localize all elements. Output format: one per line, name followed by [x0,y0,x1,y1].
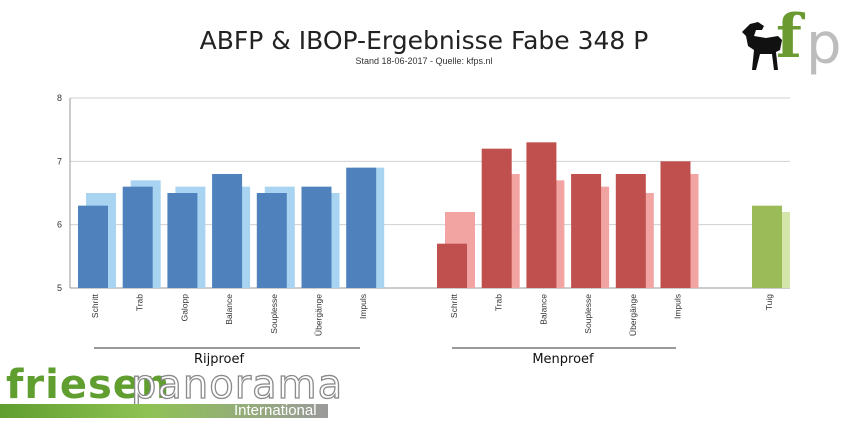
brand-friesen: friesen [6,362,171,408]
bar-primary [752,205,782,288]
x-tick-label: Impuls [673,294,683,319]
x-tick-label: Impuls [358,294,368,319]
bar-primary [167,193,198,288]
x-tick-label: Übergänge [314,294,324,336]
brand-international: International [234,402,317,419]
group-label: Rijproef [194,352,245,367]
brand-bar [0,404,328,418]
bar-primary [615,174,646,288]
bar-primary [212,174,243,288]
fp-logo: f p [736,2,842,78]
bar-primary [256,193,287,288]
y-tick-label: 7 [57,156,62,166]
logo-letter-f: f [776,2,802,72]
x-tick-label: Tuig [764,294,774,310]
bar-primary [78,205,108,288]
bar-primary [481,148,512,288]
group-label: Menproef [532,352,594,367]
chart-subtitle: Stand 18-06-2017 - Quelle: kfps.nl [355,56,493,66]
x-tick-label: Souplesse [269,294,279,334]
x-tick-label: Souplesse [583,294,593,334]
bar-primary [571,174,602,288]
chart-title: ABFP & IBOP-Ergebnisse Fabe 348 P [199,26,649,55]
bar-primary [526,142,557,288]
y-tick-label: 6 [57,220,62,230]
x-tick-label: Schritt [449,293,459,318]
x-tick-label: Trab [494,294,504,311]
bar-primary [660,161,691,288]
y-tick-label: 8 [57,93,62,103]
x-tick-label: Galopp [179,294,189,322]
x-tick-label: Übergänge [628,294,638,336]
x-tick-label: Balance [224,294,234,325]
bar-primary [122,186,153,288]
brand-panorama: panorama [130,361,344,408]
bar-primary [437,243,467,288]
bar-primary [346,167,377,288]
horse-silhouette-icon [742,22,782,70]
x-tick-label: Schritt [90,293,100,318]
friesenpanorama-logo: friesen panorama International [0,360,344,424]
logo-letter-p: p [806,12,842,77]
y-tick-label: 5 [57,283,62,293]
x-tick-label: Trab [135,294,145,311]
x-tick-label: Balance [538,294,548,325]
bar-primary [301,186,332,288]
